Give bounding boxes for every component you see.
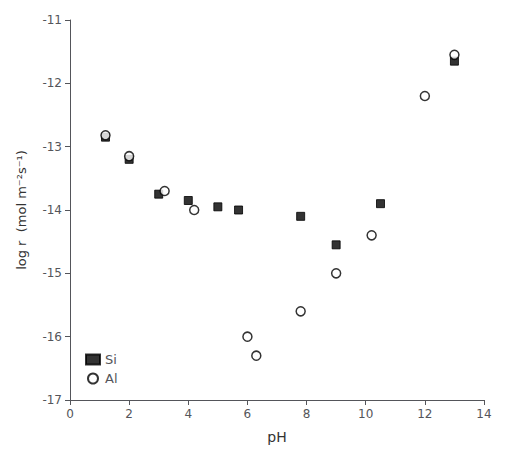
svg-text:12: 12: [417, 407, 432, 421]
svg-text:6: 6: [244, 407, 252, 421]
svg-text:2: 2: [125, 407, 133, 421]
svg-text:-14: -14: [42, 203, 62, 217]
svg-text:-11: -11: [42, 13, 62, 27]
svg-text:Al: Al: [105, 371, 118, 386]
svg-text:pH: pH: [267, 429, 286, 445]
svg-text:4: 4: [184, 407, 192, 421]
svg-text:-17: -17: [42, 393, 62, 407]
svg-text:14: 14: [476, 407, 491, 421]
svg-text:0: 0: [66, 407, 74, 421]
svg-text:-16: -16: [42, 330, 62, 344]
svg-text:Si: Si: [105, 352, 117, 367]
svg-text:10: 10: [358, 407, 373, 421]
svg-text:-15: -15: [42, 266, 62, 280]
svg-text:log r (mol m⁻²s⁻¹): log r (mol m⁻²s⁻¹): [14, 150, 29, 270]
svg-text:8: 8: [303, 407, 311, 421]
svg-text:-12: -12: [42, 76, 62, 90]
svg-text:-13: -13: [42, 140, 62, 154]
